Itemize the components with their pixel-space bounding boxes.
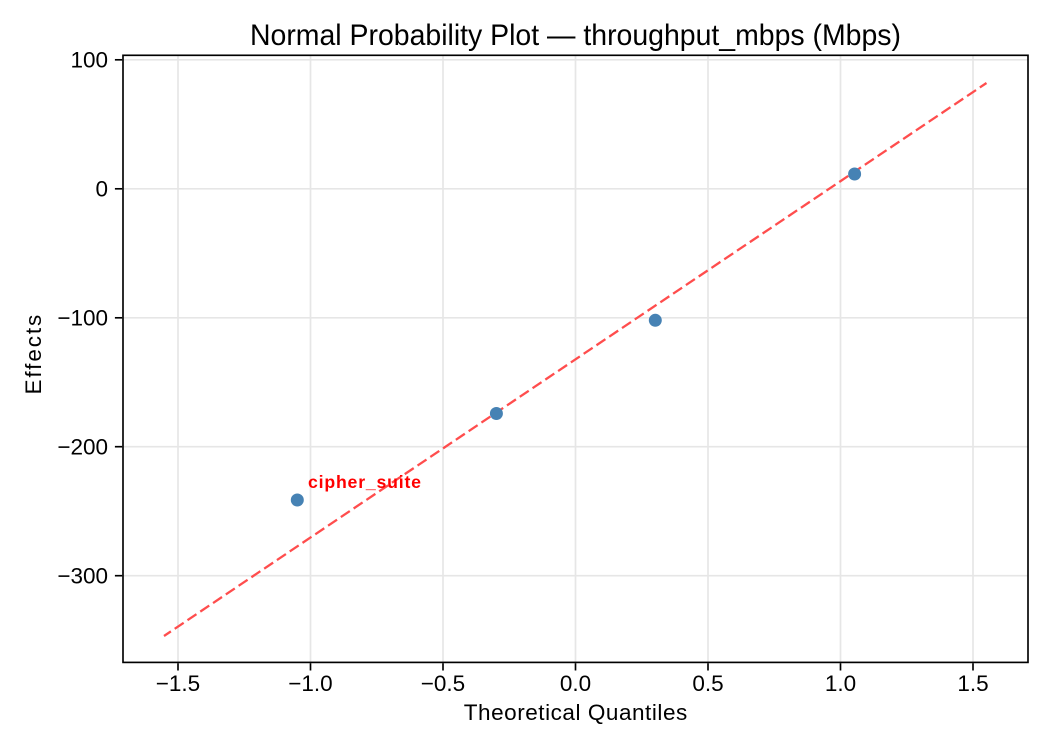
svg-text:100: 100 (70, 48, 108, 73)
svg-text:Effects: Effects (21, 315, 46, 395)
svg-text:−1.5: −1.5 (156, 671, 200, 696)
svg-text:0.5: 0.5 (692, 671, 723, 696)
svg-text:−1.0: −1.0 (288, 671, 332, 696)
svg-text:1.0: 1.0 (825, 671, 856, 696)
svg-text:−0.5: −0.5 (421, 671, 465, 696)
svg-text:−300: −300 (57, 564, 108, 589)
svg-text:1.5: 1.5 (957, 671, 988, 696)
svg-text:Normal Probability Plot — thro: Normal Probability Plot — throughput_mbp… (250, 19, 901, 52)
svg-text:−200: −200 (57, 435, 108, 460)
svg-text:0.0: 0.0 (560, 671, 591, 696)
svg-text:Theoretical Quantiles: Theoretical Quantiles (464, 700, 688, 725)
svg-text:−100: −100 (57, 306, 108, 331)
svg-text:0: 0 (95, 177, 108, 202)
svg-text:cipher_suite: cipher_suite (308, 472, 421, 492)
